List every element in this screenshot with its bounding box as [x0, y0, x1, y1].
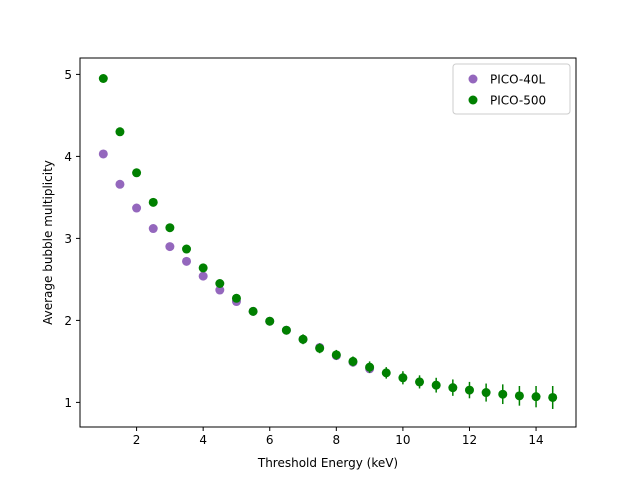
- data-point: [115, 179, 125, 189]
- data-point: [231, 293, 241, 303]
- y-tick-label: 1: [64, 396, 72, 410]
- legend-box: [452, 63, 571, 115]
- series-1: [98, 74, 558, 409]
- y-tick-label: 3: [64, 232, 72, 246]
- data-point: [531, 392, 541, 402]
- data-point: [365, 362, 375, 372]
- data-point: [215, 285, 225, 295]
- data-point: [331, 350, 341, 360]
- data-point: [548, 392, 558, 402]
- data-point: [132, 203, 142, 213]
- x-tick-label: 8: [333, 433, 341, 447]
- data-point: [265, 316, 275, 326]
- data-point: [514, 391, 524, 401]
- legend: PICO-40L PICO-500: [452, 63, 571, 115]
- data-point: [281, 325, 291, 335]
- data-point: [182, 244, 192, 254]
- x-axis-label: Threshold Energy (keV): [257, 456, 398, 470]
- data-point: [165, 223, 175, 233]
- data-point: [148, 224, 158, 234]
- data-point: [348, 356, 358, 366]
- y-tick-label: 2: [64, 314, 72, 328]
- data-point: [448, 383, 458, 393]
- legend-label: PICO-500: [490, 94, 546, 108]
- data-point: [431, 380, 441, 390]
- x-tick-label: 10: [395, 433, 410, 447]
- data-point: [165, 242, 175, 252]
- data-point: [298, 334, 308, 344]
- data-point: [248, 306, 258, 316]
- x-tick-label: 2: [133, 433, 141, 447]
- y-tick-label: 5: [64, 68, 72, 82]
- data-point: [148, 197, 158, 207]
- legend-marker: [468, 95, 478, 105]
- data-point: [464, 385, 474, 395]
- data-point: [481, 388, 491, 398]
- data-point: [498, 389, 508, 399]
- axes-frame: [79, 57, 577, 428]
- data-point: [132, 168, 142, 178]
- data-point: [398, 373, 408, 383]
- data-point: [182, 256, 192, 266]
- data-point: [315, 343, 325, 353]
- data-marks: [98, 74, 558, 409]
- data-point: [381, 368, 391, 378]
- data-point: [198, 271, 208, 281]
- legend-marker: [468, 74, 478, 84]
- x-tick-label: 4: [199, 433, 207, 447]
- y-tick-label: 4: [64, 150, 72, 164]
- y-axis-label: Average bubble multiplicity: [41, 160, 55, 325]
- data-point: [98, 149, 108, 159]
- legend-label: PICO-40L: [490, 73, 546, 87]
- data-point: [215, 279, 225, 288]
- x-tick-label: 14: [528, 433, 543, 447]
- data-point: [98, 74, 108, 83]
- data-point: [415, 377, 425, 387]
- x-tick-label: 6: [266, 433, 274, 447]
- x-tick-label: 12: [462, 433, 477, 447]
- data-point: [198, 263, 208, 273]
- data-point: [115, 127, 125, 137]
